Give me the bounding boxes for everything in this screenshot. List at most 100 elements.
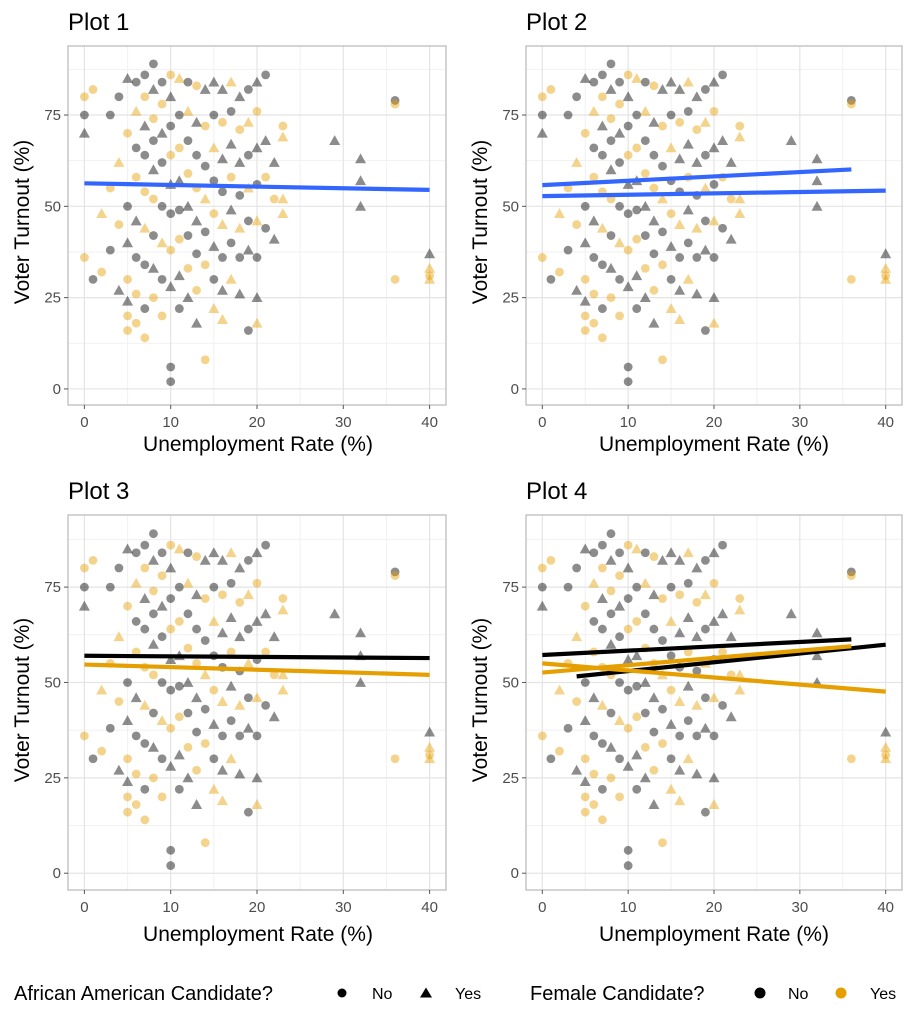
plot-4-point-triangle [682, 753, 694, 764]
plot-1-point-triangle [268, 233, 280, 244]
plot-1-point-triangle [277, 131, 289, 142]
plot-2-point-triangle [571, 157, 583, 167]
plot-3-point-triangle [225, 753, 237, 764]
plot-1-point-circle [235, 125, 245, 135]
plot-2-point-circle [537, 110, 547, 120]
plot-2-point-circle [537, 253, 547, 262]
plot-2-point-circle [666, 209, 676, 219]
plot-3-point-triangle [216, 764, 228, 775]
plot-2-point-circle [555, 267, 564, 277]
plot-3-point-circle [390, 567, 400, 577]
plot-1-point-triangle [191, 215, 203, 226]
plot-4-point-triangle [622, 760, 634, 771]
plot-2-point-triangle [880, 262, 892, 273]
plot-1-point-circle [390, 99, 400, 109]
plot-2-fit-line [542, 188, 886, 199]
plot-1-point-triangle [208, 142, 220, 153]
plot-4-point-circle [658, 739, 667, 748]
plot-3-point-circle [174, 582, 184, 592]
plot-3-point-circle [183, 742, 193, 752]
plot-1-point-circle [209, 274, 219, 284]
plot-2-point-circle [572, 220, 582, 229]
plot-3-point-triangle [130, 692, 142, 703]
plot-1-point-triangle [216, 83, 228, 94]
plot-4-point-triangle [631, 650, 643, 661]
plot-4-point-triangle [734, 604, 746, 615]
plot-3-point-circle [226, 578, 236, 588]
plot-4-point-triangle [579, 543, 591, 554]
plot-4-point-circle [580, 754, 590, 764]
plot-2-point-triangle [665, 76, 677, 87]
plot-1-point-circle [209, 110, 219, 120]
plot-1-point-circle [425, 271, 435, 281]
plot-3-point-triangle [216, 696, 228, 706]
plot-3-point-triangle [277, 604, 289, 615]
plot-2-point-circle [623, 150, 633, 160]
plot-1-point-circle [166, 70, 176, 80]
plot-4-point-circle [555, 746, 564, 756]
plot-4-point-triangle [648, 692, 660, 703]
plot-1-point-triangle [182, 200, 194, 211]
plot-3-point-circle [166, 723, 176, 733]
plot-1-point-circle [174, 205, 184, 215]
plot-2-point-circle [589, 143, 599, 153]
plot-4-point-circle [598, 739, 607, 748]
plot-4-point-circle [666, 582, 676, 592]
plot-3-point-circle [149, 529, 158, 539]
plot-4-point-circle [589, 800, 599, 809]
plot-2-point-circle [683, 238, 693, 248]
plot-1-point-circle [243, 216, 253, 226]
plot-2-point-circle [632, 304, 642, 313]
plot-4-point-triangle [571, 764, 583, 775]
plot-1-point-triangle [139, 120, 151, 131]
plot-1-point-triangle [173, 270, 185, 281]
plot-3-point-circle [243, 624, 253, 634]
plot-3-point-triangle [165, 760, 177, 771]
plot-1-point-triangle [424, 273, 436, 284]
plot-4-point-circle [615, 632, 624, 642]
plot-3-fit-lines [84, 653, 430, 677]
plot-2-point-circle [649, 183, 659, 193]
plot-2-point-circle [615, 158, 624, 167]
plot-2-point-circle [615, 201, 624, 211]
plot-4-point-triangle [691, 631, 703, 642]
plot-4-point-circle [615, 571, 624, 581]
plot-4-point-triangle [656, 554, 668, 565]
plot-3-point-circle [183, 708, 193, 718]
plot-2-point-triangle [579, 237, 591, 248]
plot-3-point-triangle [242, 589, 254, 600]
plot-4-point-circle [546, 555, 556, 565]
plot-3-point-circle [88, 754, 98, 764]
plot-4-point-triangle [631, 543, 643, 554]
plot-4-point-triangle [682, 612, 694, 623]
plot-3-point-circle [200, 838, 210, 848]
plot-1-point-circle [166, 121, 176, 131]
plot-4-point-triangle [674, 696, 686, 706]
plot-4-x-tick-label: 0 [538, 899, 546, 916]
plot-2-point-triangle [596, 222, 608, 233]
plot-4-point-triangle [691, 768, 703, 779]
plot-2-point-circle [666, 274, 676, 284]
plot-1-point-triangle [242, 244, 254, 255]
plot-4-point-circle [623, 723, 633, 733]
plot-2-point-circle [572, 92, 582, 102]
plot-2-point-triangle [648, 116, 660, 127]
plot-3-y-ticks: 0 25 50 75 [44, 579, 68, 882]
plot-2-point-circle [718, 70, 727, 80]
plot-1-point-circle [261, 70, 271, 80]
plot-1-point-circle [226, 106, 236, 116]
plot-2-point-triangle [571, 284, 583, 295]
plot-4-point-triangle [674, 795, 686, 806]
plot-3-point-triangle [277, 669, 289, 680]
plot-3-point-triangle [355, 627, 367, 638]
plot-3-point-triangle [191, 799, 203, 809]
plot-2-point-triangle [880, 273, 892, 284]
plot-2-point-triangle [691, 222, 703, 233]
plot-1-point-circle [131, 318, 141, 328]
plot-3-point-circle [235, 597, 245, 607]
plot-4-point-triangle [588, 577, 600, 588]
plot-1-point-circle [140, 304, 150, 313]
plot-3-point-circle [149, 773, 158, 783]
plot-2-point-circle [606, 59, 616, 69]
plot-4-point-circle [846, 567, 856, 577]
